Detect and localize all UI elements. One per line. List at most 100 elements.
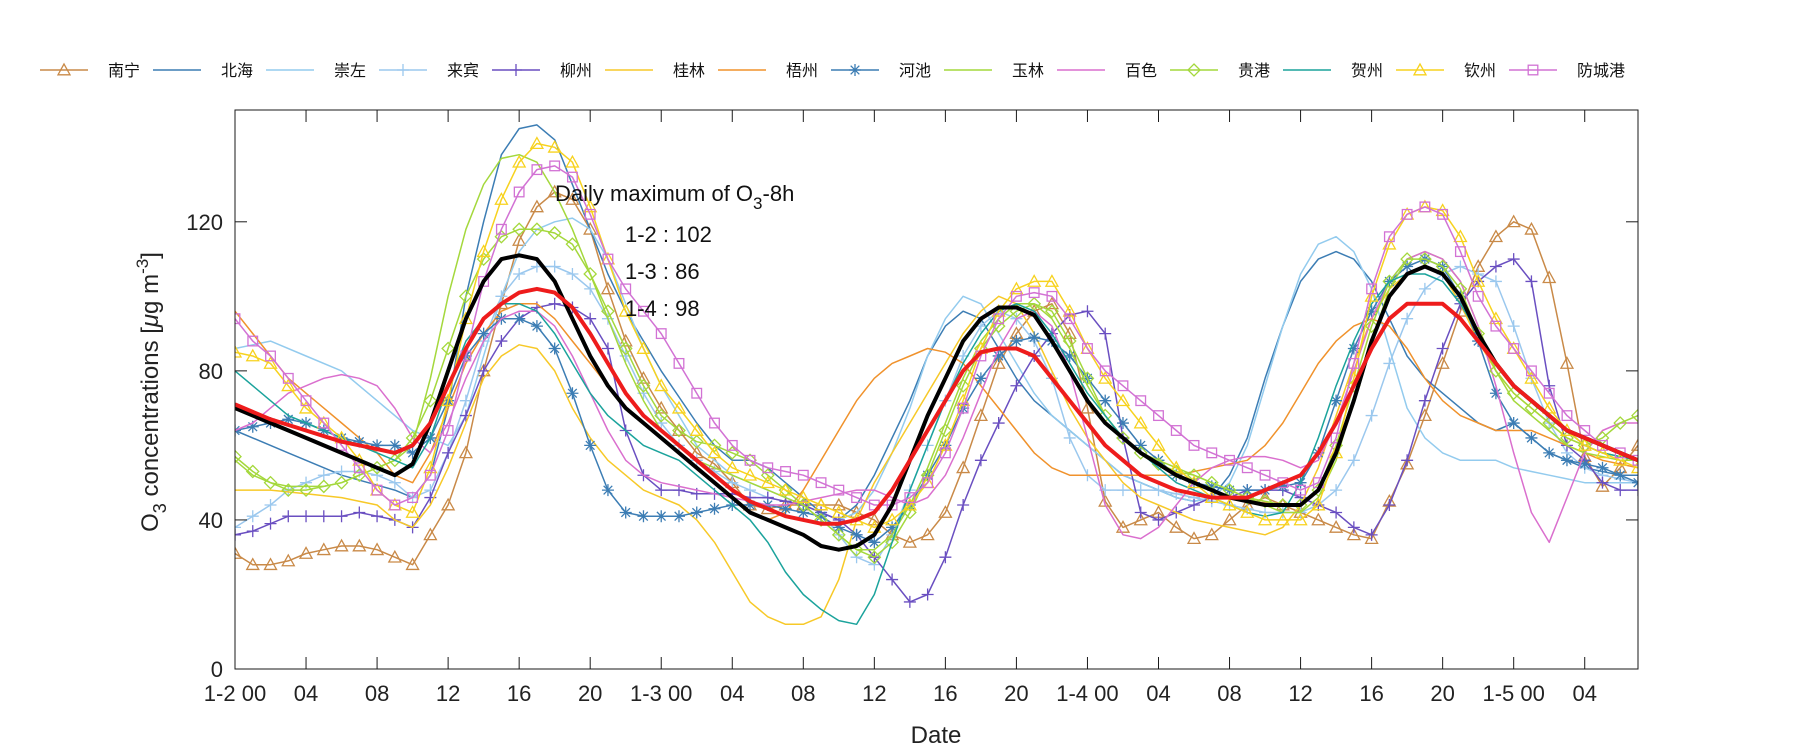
series-7-point-51 xyxy=(1134,439,1147,452)
series-13-point-30 xyxy=(762,462,774,474)
series-13-point-27 xyxy=(709,417,720,429)
series-3-point-71 xyxy=(1489,275,1502,288)
series-13-point-31 xyxy=(780,466,791,477)
series-0-point-16 xyxy=(512,233,527,246)
x-tick-label-7: 04 xyxy=(720,681,744,706)
x-tick-label-8: 08 xyxy=(791,681,815,706)
series-4-point-67 xyxy=(1418,394,1431,407)
series-10-point-45 xyxy=(1027,296,1042,311)
series-4-point-81 xyxy=(1668,492,1680,504)
series-13-point-55 xyxy=(1206,447,1218,459)
series-0-point-3 xyxy=(281,553,296,567)
legend-marker-13 xyxy=(1527,64,1539,76)
series-13-point-43 xyxy=(993,313,1005,325)
series-3-point-18 xyxy=(548,260,561,273)
series-3-point-13 xyxy=(459,394,472,407)
series-14 xyxy=(235,253,1638,552)
series-12-point-69 xyxy=(1453,229,1468,243)
series-10-point-26 xyxy=(689,434,704,449)
series-10-point-25 xyxy=(672,423,686,438)
series-12-point-33 xyxy=(813,497,829,511)
series-3-point-16 xyxy=(513,267,526,280)
series-0-point-71 xyxy=(1488,229,1504,243)
series-7-point-86 xyxy=(1756,510,1768,522)
legend-marker-7 xyxy=(849,64,861,76)
x-tick-label-14: 08 xyxy=(1217,681,1241,706)
series-13-point-57 xyxy=(1241,462,1253,474)
series-4-point-74 xyxy=(1543,379,1556,392)
series-4-point-7 xyxy=(353,506,366,519)
series-13-point-73 xyxy=(1525,365,1537,377)
series-7-point-78 xyxy=(1614,469,1627,482)
series-13-point-12 xyxy=(442,425,454,436)
series-12-point-50 xyxy=(1115,393,1131,407)
series-7-point-43 xyxy=(992,349,1005,362)
series-13-point-5 xyxy=(318,417,330,429)
series-0-point-25 xyxy=(671,423,687,436)
series-10-point-34 xyxy=(831,527,846,542)
series-0-point-74 xyxy=(1542,270,1557,284)
y-tick-label-2: 80 xyxy=(199,359,223,384)
series-13-point-24 xyxy=(655,328,667,340)
series-3-point-8 xyxy=(371,469,384,482)
series-0-point-12 xyxy=(441,497,456,511)
series-7-point-29 xyxy=(744,499,757,512)
series-1 xyxy=(235,124,1638,521)
series-13-point-48 xyxy=(1082,343,1093,354)
series-13-point-45 xyxy=(1028,287,1040,299)
series-4-point-1 xyxy=(246,525,259,538)
series-7-point-33 xyxy=(815,510,828,523)
series-12-point-85 xyxy=(1739,484,1751,495)
y-tick-label-1: 40 xyxy=(199,508,223,533)
series-10-point-4 xyxy=(299,483,313,498)
x-tick-label-3: 12 xyxy=(436,681,460,706)
series-3-point-6 xyxy=(335,465,348,478)
series-0-point-77 xyxy=(1595,479,1610,492)
series-12-point-82 xyxy=(1685,484,1697,495)
x-tick-label-5: 20 xyxy=(578,681,602,706)
series-3-point-63 xyxy=(1347,454,1360,467)
series-0-point-68 xyxy=(1435,356,1450,369)
series-7-point-84 xyxy=(1721,503,1733,515)
series-10-point-61 xyxy=(1311,483,1326,498)
series-10-point-28 xyxy=(725,445,740,460)
series-12-point-53 xyxy=(1169,460,1184,474)
series-12-point-15 xyxy=(494,192,509,205)
series-3-point-82 xyxy=(1685,488,1697,500)
legend-label-8: 玉林 xyxy=(1012,61,1044,80)
series-0-point-21 xyxy=(600,281,616,295)
x-tick-label-19: 04 xyxy=(1572,681,1596,706)
series-12-point-28 xyxy=(725,460,740,474)
series-12-point-78 xyxy=(1613,452,1628,466)
series-4-point-72 xyxy=(1507,253,1520,266)
series-12-point-83 xyxy=(1703,484,1715,495)
series-4-point-5 xyxy=(317,510,330,523)
series-4-point-3 xyxy=(282,510,295,523)
series-7-point-82 xyxy=(1685,495,1697,507)
series-7-point-14 xyxy=(477,327,490,340)
series-10-point-5 xyxy=(316,479,331,494)
series-3-point-83 xyxy=(1703,492,1715,504)
legend-item-2: 崇左 xyxy=(266,61,366,80)
series-7-point-16 xyxy=(513,312,526,325)
series-10-point-16 xyxy=(512,222,527,237)
series-4-point-66 xyxy=(1401,454,1414,467)
series-7-point-35 xyxy=(850,528,863,541)
series-7-point-42 xyxy=(974,372,987,385)
legend-item-4: 柳州 xyxy=(492,61,592,80)
series-12-point-0 xyxy=(235,344,243,358)
series-0-point-1 xyxy=(245,557,260,571)
series-12-point-22 xyxy=(618,303,633,317)
series-13-point-26 xyxy=(691,387,703,399)
series-line-12 xyxy=(235,142,1638,529)
series-13-point-4 xyxy=(300,395,312,407)
series-3-point-86 xyxy=(1756,503,1768,515)
series-7-point-8 xyxy=(371,439,384,452)
series-4-point-48 xyxy=(1081,305,1094,318)
series-13-point-74 xyxy=(1543,387,1555,399)
series-0-point-82 xyxy=(1685,469,1697,480)
series-4-point-8 xyxy=(371,510,384,523)
series-13-point-9 xyxy=(389,499,401,511)
